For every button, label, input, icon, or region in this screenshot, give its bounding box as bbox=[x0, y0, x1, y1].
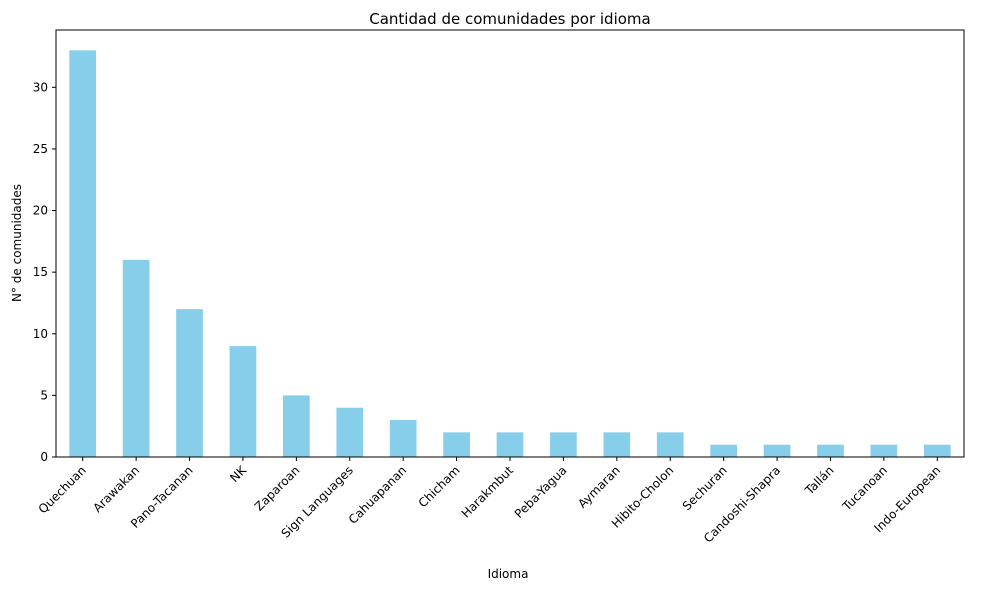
y-tick-label: 25 bbox=[33, 142, 48, 156]
x-tick-label: Tucanoan bbox=[839, 463, 890, 514]
x-tick-label: Peba-Yagua bbox=[512, 463, 570, 521]
bar-arawakan bbox=[122, 259, 150, 457]
bar-peba-yagua bbox=[550, 432, 577, 457]
bar-tucanoan bbox=[870, 444, 898, 457]
bar-indo-european bbox=[923, 444, 951, 457]
x-axis-label: Idioma bbox=[488, 567, 529, 581]
x-tick-label: Harakmbut bbox=[459, 463, 517, 521]
x-tick-label: Quechuan bbox=[36, 463, 89, 516]
bar-zaparoan bbox=[283, 395, 310, 457]
bar-nk bbox=[229, 346, 257, 457]
y-tick-label: 5 bbox=[40, 388, 48, 402]
bar-pano-tacanan bbox=[176, 309, 203, 457]
y-axis-label: N° de comunidades bbox=[10, 184, 24, 302]
bar-quechuan bbox=[69, 50, 97, 457]
y-tick-label: 0 bbox=[40, 450, 48, 464]
x-tick-label: Aymaran bbox=[575, 463, 623, 511]
x-tick-label: Tallán bbox=[802, 463, 837, 498]
x-tick-label: Sechuran bbox=[680, 463, 730, 513]
y-tick-label: 15 bbox=[33, 265, 48, 279]
x-tick-label: Zaparoan bbox=[252, 463, 303, 514]
plot-frame bbox=[55, 29, 965, 458]
x-tick-label: Chicham bbox=[416, 463, 463, 510]
bar-chicham bbox=[443, 432, 470, 457]
y-tick-label: 10 bbox=[33, 327, 48, 341]
chart-title: Cantidad de comunidades por idioma bbox=[369, 10, 650, 28]
y-tick-label: 20 bbox=[33, 204, 48, 218]
x-tick-label: NK bbox=[227, 462, 250, 485]
bar-hibito-cholon bbox=[656, 432, 684, 457]
bar-sechuran bbox=[710, 444, 737, 457]
y-axis: 0 5 10 15 20 25 30 bbox=[33, 80, 56, 464]
y-tick-label: 30 bbox=[33, 80, 48, 94]
bar-cahuapanan bbox=[389, 420, 417, 457]
bar-candoshi-shapra bbox=[763, 444, 791, 457]
x-tick-label: Arawakan bbox=[90, 463, 142, 515]
bar-sign-languages bbox=[336, 407, 364, 457]
bar-aymaran bbox=[603, 432, 631, 457]
bar-tall-n bbox=[817, 444, 844, 457]
bar-harakmbut bbox=[496, 432, 524, 457]
bars bbox=[69, 50, 951, 457]
